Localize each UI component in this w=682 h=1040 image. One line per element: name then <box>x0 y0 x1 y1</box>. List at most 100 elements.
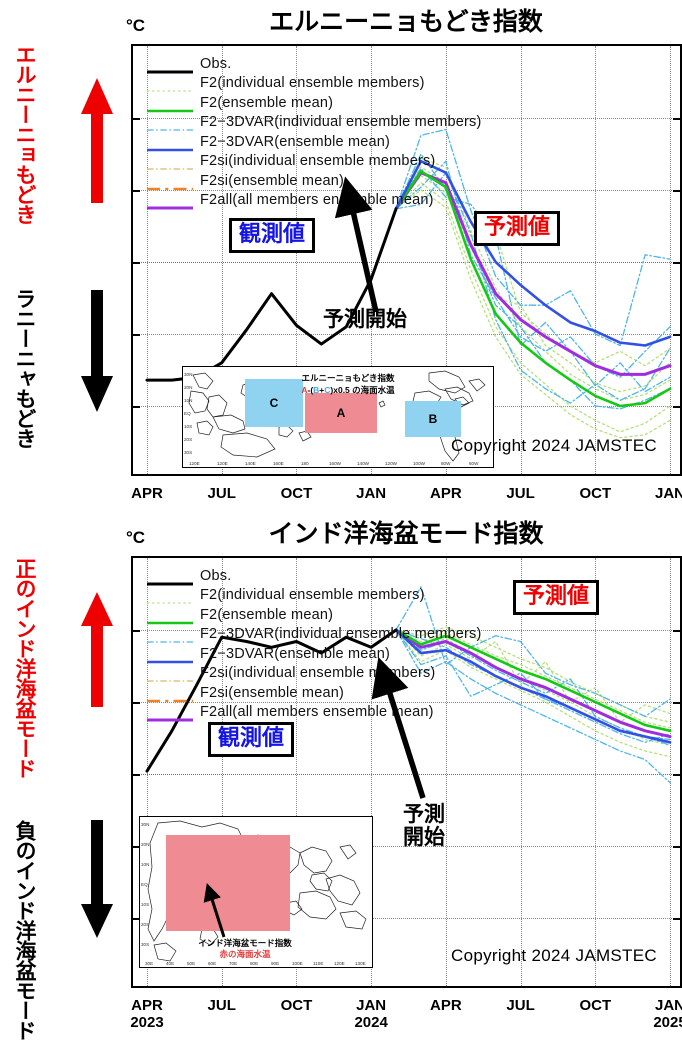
side-label-positive: エルニーニョもどき <box>13 44 36 224</box>
inset-subtitle: 赤の海面水温 <box>219 949 271 959</box>
gridline-horizontal <box>133 334 680 335</box>
inset-x-label: 120E <box>217 461 228 466</box>
y-axis-tick <box>673 846 680 848</box>
data-series-line <box>145 628 398 773</box>
legend: Obs. F2(individual ensemble members) F2(en… <box>147 54 482 210</box>
gridline-vertical <box>595 558 597 986</box>
data-series-line <box>395 174 671 393</box>
data-series-line <box>395 128 671 347</box>
inset-x-label: 60W <box>469 461 479 466</box>
x-axis-tick-label: OCT <box>280 997 313 1014</box>
y-axis-tick <box>673 190 680 192</box>
inset-x-label-2: 50E <box>187 961 196 966</box>
legend-label: F2−3DVAR(individual ensemble members) <box>200 626 482 643</box>
inset-y-label: 10S <box>184 424 193 429</box>
x-axis-tick: JUL <box>486 997 556 1014</box>
legend-label: F2si(ensemble mean) <box>200 684 345 701</box>
gridline-horizontal <box>133 118 680 119</box>
data-series-line <box>395 626 671 723</box>
inset-y-label-2: 30N <box>141 822 150 827</box>
x-axis-tick: OCT <box>261 997 331 1014</box>
data-series-line <box>394 628 672 744</box>
inset-y-label-2: 30S <box>141 942 150 947</box>
inset-y-label: 20S <box>184 437 193 442</box>
x-axis-tick-label: APR <box>430 997 462 1014</box>
x-axis-tick-label: JUL <box>506 485 535 502</box>
gridline-vertical <box>445 558 447 986</box>
x-axis-tick-label: JUL <box>506 997 535 1014</box>
copyright-notice: Copyright 2024 JAMSTEC <box>451 436 657 455</box>
legend-item: F2(individual ensemble members) <box>147 586 482 606</box>
gridline-vertical <box>221 46 223 474</box>
observation-badge-2: 観測値 <box>208 722 295 757</box>
y-axis-tick <box>133 774 140 776</box>
x-axis-tick: JAN <box>336 485 406 502</box>
inset-formula-part: )x0.5 の海面水温 <box>330 385 395 395</box>
gridline-vertical <box>445 46 447 474</box>
legend-label: Obs. <box>200 55 232 72</box>
forecast-start-annotation: 予測開始 <box>323 308 407 331</box>
inset-x-label-2: 120E <box>334 961 345 966</box>
x-axis-tick-label: JAN <box>654 997 682 1014</box>
x-axis-tick-label: APR <box>430 485 462 502</box>
y-axis-tick <box>673 702 680 704</box>
plot-area-iobm: 1.510.50−0.5−1−1.5APR2023JULOCTJAN2024AP… <box>130 556 682 1031</box>
gridline-horizontal <box>133 262 680 263</box>
inset-region-c: C <box>245 379 303 427</box>
observation-badge: 観測値 <box>229 218 316 253</box>
y-axis-tick <box>673 774 680 776</box>
inset-x-label: 80W <box>441 461 451 466</box>
data-series-line <box>395 182 671 433</box>
x-axis-tick-label: OCT <box>280 485 313 502</box>
x-axis-tick: APR <box>411 485 481 502</box>
data-series-line <box>395 629 671 729</box>
y-axis-tick <box>673 118 680 120</box>
legend-item: F2−3DVAR(individual ensemble members) <box>147 625 482 645</box>
gridline-vertical <box>296 558 298 986</box>
inset-y-label: 30S <box>184 450 193 455</box>
legend-label: Obs. <box>200 567 232 584</box>
gridline-vertical <box>296 46 298 474</box>
x-axis-tick: APR <box>411 997 481 1014</box>
x-axis-tick: JUL <box>187 997 257 1014</box>
y-axis-tick <box>673 262 680 264</box>
data-series-line <box>395 172 671 404</box>
gridline-vertical <box>670 558 671 986</box>
gridline-vertical <box>371 46 373 474</box>
inset-formula-part: C <box>324 385 331 395</box>
unit-label-2: °C <box>126 528 146 547</box>
inset-region-label: C <box>269 396 279 410</box>
legend-label: F2si(individual ensemble members) <box>200 153 436 170</box>
gridline-vertical <box>595 46 597 474</box>
forecast-start-arrow-icon <box>334 176 379 313</box>
y-axis-tick <box>133 118 140 120</box>
x-axis-year-label: 2025 <box>653 1014 682 1031</box>
legend-item: F2(ensemble mean) <box>147 93 482 113</box>
legend-label: F2all(all members ensemble mean) <box>200 192 434 209</box>
forecast-start-arrow-icon-2 <box>371 657 426 799</box>
plot-area-enso: 1.510.50−0.5−1−1.5APRJULOCTJANAPRJULOCTJ… <box>131 44 682 502</box>
legend-item: F2−3DVAR(ensemble mean) <box>147 132 482 152</box>
inset-map-indian-ocean: インド洋海盆モード指数 赤の海面水温 30E 40E 50E 60E 70E 80E 90E 10… <box>139 816 373 968</box>
legend-label: F2(individual ensemble members) <box>200 75 425 92</box>
legend-item: F2(individual ensemble members) <box>147 74 482 94</box>
inset-x-label-2: 80E <box>250 961 259 966</box>
x-axis-tick-label: JUL <box>207 485 236 502</box>
inset-x-label: 120W <box>385 461 398 466</box>
inset-formula-part: B <box>313 385 320 395</box>
gridline-vertical <box>147 46 148 474</box>
gridline-horizontal <box>133 630 680 631</box>
inset-formula: A-(B+C)x0.5 の海面水温 <box>267 384 429 396</box>
x-axis-tick: JAN2025 <box>635 997 682 1031</box>
y-axis-tick <box>133 846 140 848</box>
legend-item: F2(ensemble mean) <box>147 605 482 625</box>
y-axis-tick <box>673 334 680 336</box>
inset-x-label-2: 30E <box>145 961 154 966</box>
y-axis-tick <box>133 630 140 632</box>
down-arrow-icon <box>80 290 114 417</box>
legend-item: F2−3DVAR(ensemble mean) <box>147 644 482 664</box>
side-label-positive-2: 正のインド洋海盆モード <box>13 558 36 778</box>
inset-x-label-2: 90E <box>271 961 280 966</box>
gridline-vertical <box>670 46 671 474</box>
x-axis-year-label: 2024 <box>354 1014 388 1031</box>
